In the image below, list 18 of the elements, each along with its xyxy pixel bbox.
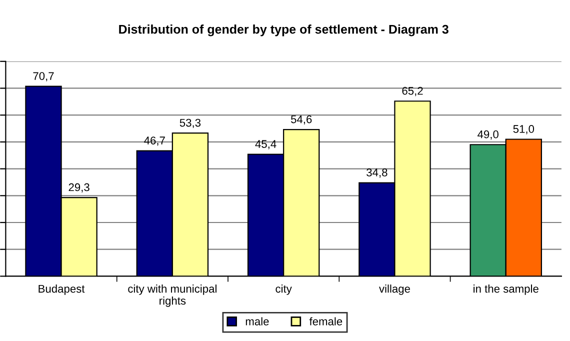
data-label: 45,4 [255,140,276,150]
x-tick-label: in the sample [474,284,538,295]
data-label: 29,3 [68,183,90,192]
data-label: 51,0 [513,125,534,134]
data-label: 34,8 [366,168,388,178]
chart-title: Distribution of gender by type of settlement - Diagram 3 [119,24,448,36]
x-tick-label: Budapest [38,284,85,295]
legend-label: female [309,317,342,326]
legend-label: male [246,317,269,326]
x-tick-label: village [379,284,410,295]
data-label: 46,7 [144,136,165,146]
data-label: 53,3 [180,118,201,128]
data-label: 70,7 [33,72,54,82]
data-label: 65,2 [402,86,423,96]
data-label: 49,0 [478,130,498,140]
x-tick-label: city with municipal rights [128,284,216,307]
data-label: 54,6 [290,115,312,125]
x-tick-label: city [276,284,292,295]
